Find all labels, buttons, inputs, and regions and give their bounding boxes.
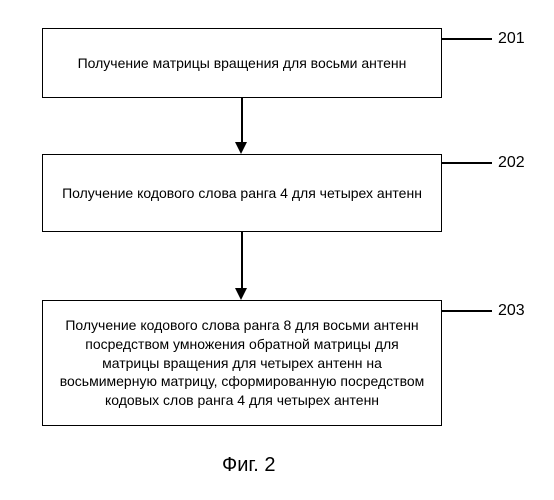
- step-label-3: 203: [498, 302, 525, 320]
- callout-line-2: [442, 162, 492, 164]
- figure-caption: Фиг. 2: [222, 454, 275, 477]
- step-box-2: Получение кодового слова ранга 4 для чет…: [42, 154, 442, 232]
- step-text-2: Получение кодового слова ранга 4 для чет…: [62, 184, 422, 203]
- arrow-head-1: [235, 142, 247, 154]
- callout-line-1: [442, 38, 492, 40]
- callout-line-3: [442, 310, 492, 312]
- arrow-line-1: [241, 98, 243, 142]
- step-box-3: Получение кодового слова ранга 8 для вос…: [42, 300, 442, 426]
- flowchart-container: Получение матрицы вращения для восьми ан…: [0, 0, 554, 500]
- arrow-line-2: [241, 232, 243, 288]
- step-label-2: 202: [498, 154, 525, 172]
- arrow-head-2: [235, 288, 247, 300]
- step-text-1: Получение матрицы вращения для восьми ан…: [78, 54, 407, 73]
- step-label-1: 201: [498, 30, 525, 48]
- step-text-3: Получение кодового слова ранга 8 для вос…: [59, 316, 425, 410]
- step-box-1: Получение матрицы вращения для восьми ан…: [42, 28, 442, 98]
